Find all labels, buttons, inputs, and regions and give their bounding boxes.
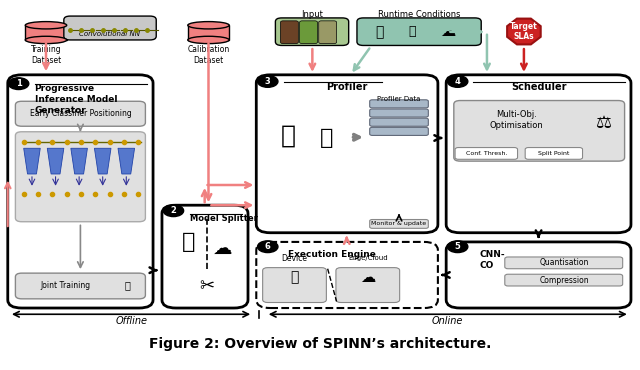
Circle shape bbox=[163, 205, 184, 216]
FancyBboxPatch shape bbox=[256, 75, 438, 233]
FancyBboxPatch shape bbox=[525, 148, 582, 159]
Text: 1: 1 bbox=[15, 79, 22, 88]
Text: Figure 2: Overview of SPINN’s architecture.: Figure 2: Overview of SPINN’s architectu… bbox=[149, 337, 491, 351]
Text: 5: 5 bbox=[454, 242, 461, 251]
Text: Monitor & update: Monitor & update bbox=[371, 221, 427, 226]
Bar bbox=[26, 25, 67, 40]
Text: 📈: 📈 bbox=[125, 280, 131, 290]
Text: Model Splitter: Model Splitter bbox=[190, 214, 258, 223]
Text: Profiler: Profiler bbox=[326, 82, 367, 92]
Polygon shape bbox=[24, 148, 40, 174]
Text: Device: Device bbox=[282, 254, 307, 263]
Text: ✂: ✂ bbox=[200, 277, 215, 295]
Text: Progressive
Inference Model
Generator: Progressive Inference Model Generator bbox=[35, 84, 117, 115]
FancyBboxPatch shape bbox=[455, 148, 518, 159]
FancyBboxPatch shape bbox=[162, 205, 248, 308]
Text: Input: Input bbox=[301, 10, 323, 19]
Text: ☁: ☁ bbox=[440, 24, 455, 39]
Text: Conf. Thresh.: Conf. Thresh. bbox=[466, 151, 507, 156]
Text: 6: 6 bbox=[265, 242, 271, 251]
Text: CNN-
CO: CNN- CO bbox=[479, 250, 505, 270]
Text: 📱: 📱 bbox=[181, 232, 195, 252]
FancyBboxPatch shape bbox=[64, 16, 156, 40]
Ellipse shape bbox=[188, 21, 229, 29]
Text: ⏱: ⏱ bbox=[280, 124, 296, 147]
Text: Execution Engine: Execution Engine bbox=[288, 250, 376, 259]
Text: 📊: 📊 bbox=[320, 128, 333, 148]
Bar bbox=[188, 25, 229, 40]
FancyBboxPatch shape bbox=[446, 242, 631, 308]
FancyBboxPatch shape bbox=[357, 18, 481, 46]
Ellipse shape bbox=[26, 36, 67, 44]
Text: Split Point: Split Point bbox=[538, 151, 570, 156]
Text: ☁: ☁ bbox=[360, 270, 376, 285]
Text: Profiler Data: Profiler Data bbox=[378, 96, 420, 102]
FancyBboxPatch shape bbox=[8, 75, 153, 308]
Text: Runtime Conditions: Runtime Conditions bbox=[378, 10, 460, 19]
Text: 📶: 📶 bbox=[409, 26, 416, 38]
Circle shape bbox=[447, 75, 468, 87]
Polygon shape bbox=[47, 148, 64, 174]
FancyBboxPatch shape bbox=[256, 242, 438, 308]
FancyBboxPatch shape bbox=[275, 18, 349, 46]
Text: Offline: Offline bbox=[115, 316, 147, 326]
FancyBboxPatch shape bbox=[505, 257, 623, 269]
FancyBboxPatch shape bbox=[446, 75, 631, 233]
Ellipse shape bbox=[188, 36, 229, 44]
Circle shape bbox=[447, 241, 468, 253]
Ellipse shape bbox=[26, 21, 67, 29]
Text: Compression: Compression bbox=[540, 276, 589, 285]
Text: Scheduler: Scheduler bbox=[511, 82, 566, 92]
Text: Edge/Cloud: Edge/Cloud bbox=[348, 255, 388, 262]
Polygon shape bbox=[118, 148, 134, 174]
Text: Quantisation: Quantisation bbox=[540, 258, 589, 268]
Polygon shape bbox=[95, 148, 111, 174]
Text: Early Classifier Positioning: Early Classifier Positioning bbox=[29, 109, 131, 118]
FancyBboxPatch shape bbox=[370, 100, 428, 108]
Text: Joint Training: Joint Training bbox=[40, 282, 90, 290]
FancyBboxPatch shape bbox=[15, 132, 145, 222]
FancyBboxPatch shape bbox=[300, 21, 317, 44]
FancyBboxPatch shape bbox=[505, 274, 623, 286]
Text: Target
SLAs: Target SLAs bbox=[510, 22, 538, 41]
Circle shape bbox=[8, 78, 29, 90]
FancyBboxPatch shape bbox=[454, 101, 625, 161]
FancyBboxPatch shape bbox=[319, 21, 337, 44]
FancyBboxPatch shape bbox=[262, 268, 326, 303]
FancyBboxPatch shape bbox=[370, 118, 428, 126]
Text: 3: 3 bbox=[265, 77, 271, 86]
Text: Calibration
Dataset: Calibration Dataset bbox=[188, 46, 230, 65]
Text: ⚖: ⚖ bbox=[595, 114, 612, 132]
Text: Online: Online bbox=[432, 316, 463, 326]
Circle shape bbox=[257, 75, 278, 87]
Text: ⏳: ⏳ bbox=[375, 25, 383, 39]
Text: 4: 4 bbox=[454, 77, 461, 86]
Polygon shape bbox=[71, 148, 88, 174]
FancyBboxPatch shape bbox=[280, 21, 298, 44]
FancyBboxPatch shape bbox=[15, 273, 145, 299]
FancyBboxPatch shape bbox=[370, 127, 428, 135]
Text: Convolutional NN: Convolutional NN bbox=[79, 31, 140, 37]
Circle shape bbox=[257, 241, 278, 253]
Text: 2: 2 bbox=[170, 206, 177, 215]
FancyBboxPatch shape bbox=[15, 101, 145, 126]
Text: 📱: 📱 bbox=[291, 270, 299, 285]
Text: Multi-Obj.
Optimisation: Multi-Obj. Optimisation bbox=[490, 110, 543, 130]
Text: ☁: ☁ bbox=[213, 239, 233, 258]
FancyBboxPatch shape bbox=[370, 219, 428, 228]
FancyBboxPatch shape bbox=[336, 268, 399, 303]
FancyBboxPatch shape bbox=[370, 109, 428, 117]
Polygon shape bbox=[507, 18, 541, 44]
Text: Training
Dataset: Training Dataset bbox=[31, 46, 61, 65]
